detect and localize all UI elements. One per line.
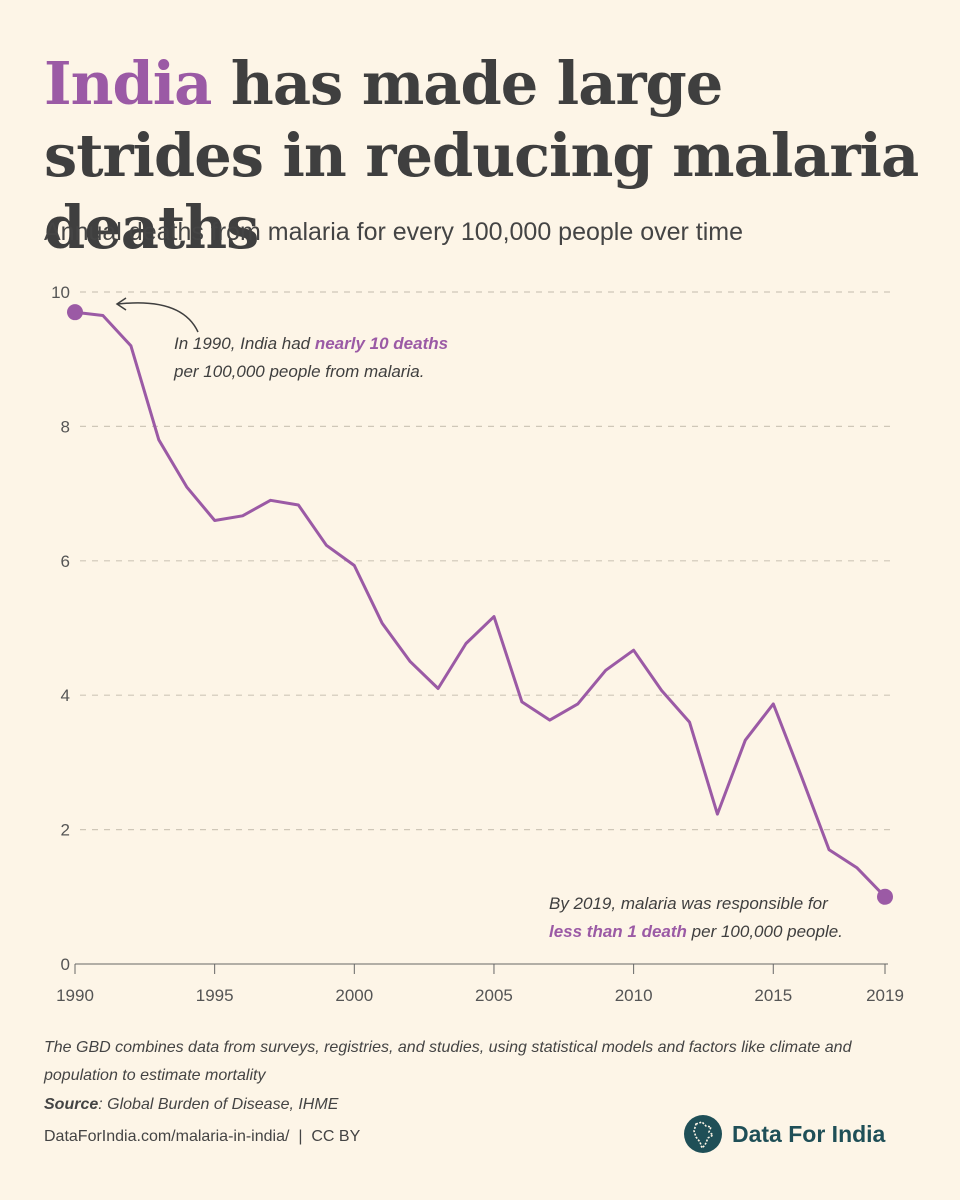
annotation-end-pre: By 2019, malaria was responsible for <box>549 894 828 913</box>
annotation-start-pre: In 1990, India had <box>174 334 315 353</box>
x-tick-label: 1995 <box>196 986 234 1005</box>
annotation-end-em: less than 1 death <box>549 922 687 941</box>
annotation-start-post: per 100,000 people from malaria. <box>174 362 425 381</box>
brand-name: Data For India <box>732 1120 886 1147</box>
annotation-arrowhead <box>115 297 127 311</box>
source-label: Source <box>44 1096 99 1113</box>
series-line <box>74 310 887 898</box>
title-rest: has made large strides in reducing malar… <box>44 49 919 262</box>
annotation-end: By 2019, malaria was responsible for les… <box>549 890 843 946</box>
annotation-start-em: nearly 10 deaths <box>314 334 449 353</box>
x-tick-label: 1990 <box>56 986 94 1005</box>
x-tick-label: 2019 <box>866 986 904 1005</box>
y-tick-label: 6 <box>61 552 70 571</box>
title-highlight: India <box>44 49 212 118</box>
x-tick-label: 2005 <box>475 986 513 1005</box>
annotation-start: In 1990, India had nearly 10 deaths per … <box>174 330 448 386</box>
y-tick-label: 2 <box>61 821 70 840</box>
end-point <box>877 888 893 905</box>
gridlines <box>80 291 890 831</box>
annotation-arrow <box>117 302 199 333</box>
methodology-note: The GBD combines data from surveys, regi… <box>44 1039 852 1084</box>
annotation-end-post: per 100,000 people. <box>686 922 843 941</box>
x-tick-label: 2015 <box>754 986 792 1005</box>
start-point <box>67 304 83 321</box>
y-tick-label: 10 <box>51 283 70 302</box>
x-tick-label: 2010 <box>615 986 653 1005</box>
line-chart: 0 2 4 6 8 10 1990 1995 2000 2005 2010 2015 2019 <box>51 283 904 1005</box>
source-line: Source: Global Burden of Disease, IHME <box>44 1096 338 1114</box>
chart-subtitle: Annual deaths from malaria for every 100… <box>44 218 743 246</box>
x-axis: 1990 1995 2000 2005 2010 2015 2019 <box>56 963 904 1005</box>
y-tick-label: 4 <box>61 686 70 705</box>
y-tick-label: 8 <box>61 417 70 436</box>
x-tick-label: 2000 <box>335 986 373 1005</box>
y-axis-ticks: 0 2 4 6 8 10 <box>51 283 70 974</box>
source-url[interactable]: DataForIndia.com/malaria-in-india/ | CC … <box>44 1128 361 1145</box>
source-text: : Global Burden of Disease, IHME <box>98 1096 339 1113</box>
brand[interactable]: Data For India <box>684 1115 885 1153</box>
india-map-logo-icon <box>684 1115 722 1153</box>
y-tick-label: 0 <box>61 955 70 974</box>
page-title: India has made large strides in reducing… <box>44 48 944 264</box>
